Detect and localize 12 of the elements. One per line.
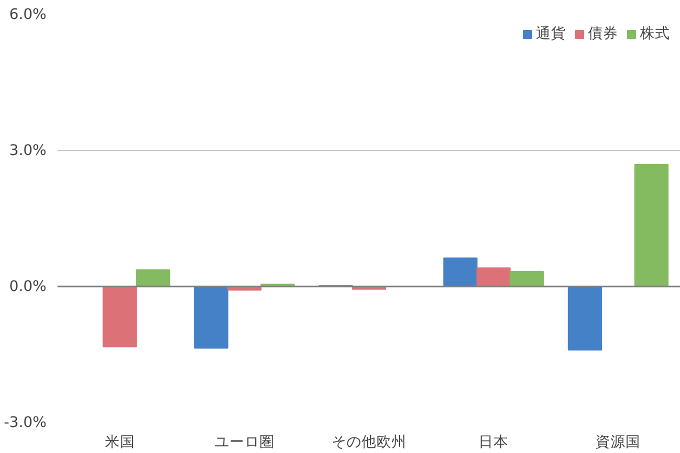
x-tick-label: 日本 — [478, 434, 509, 450]
x-tick-label: 資源国 — [596, 434, 641, 450]
x-tick-label: その他欧州 — [332, 434, 406, 450]
y-tick-label: -3.0% — [4, 414, 47, 431]
legend-label: 通貨 — [536, 24, 566, 43]
x-tick-label: 米国 — [104, 434, 135, 450]
legend-label: 株式 — [640, 24, 670, 43]
y-tick-label: 3.0% — [9, 142, 47, 159]
y-tick-label: 0.0% — [9, 278, 47, 295]
y-tick-label: 6.0% — [9, 6, 47, 23]
x-tick-label: ユーロ圏 — [214, 434, 274, 450]
legend-label: 債券 — [588, 24, 618, 43]
